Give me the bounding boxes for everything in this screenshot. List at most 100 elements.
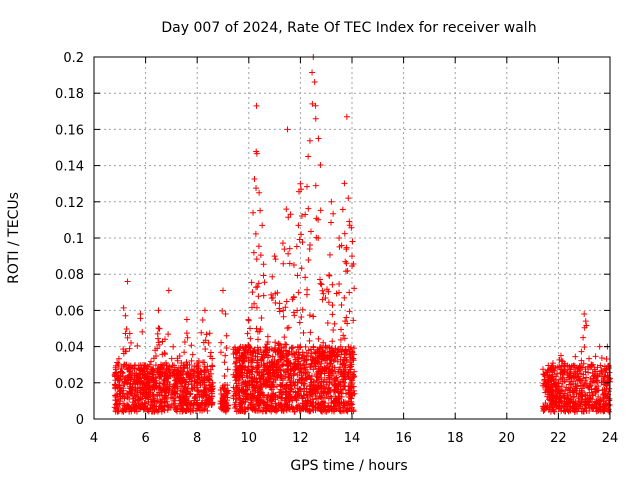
data-point <box>326 344 333 351</box>
x-axis-label: GPS time / hours <box>290 458 407 474</box>
data-point <box>549 371 556 378</box>
data-point <box>553 402 560 409</box>
data-point <box>286 260 293 267</box>
data-point <box>165 287 172 294</box>
data-point <box>115 363 122 370</box>
data-point <box>264 333 271 340</box>
data-point <box>336 235 343 241</box>
x-tick-label: 16 <box>395 431 412 446</box>
data-point <box>151 398 158 405</box>
data-point <box>540 405 547 412</box>
data-point <box>134 397 141 404</box>
data-point <box>581 400 588 407</box>
data-point <box>202 404 209 411</box>
data-point <box>302 366 309 373</box>
data-point <box>343 244 350 251</box>
data-point <box>335 370 342 377</box>
data-point <box>140 386 147 393</box>
data-point <box>269 364 276 371</box>
data-point <box>313 395 320 402</box>
data-point <box>598 379 605 386</box>
data-point <box>131 381 138 388</box>
data-point <box>251 407 258 414</box>
data-point <box>289 397 296 404</box>
data-point <box>329 338 336 345</box>
data-point <box>603 382 610 389</box>
y-tick-label: 0.06 <box>55 304 84 319</box>
data-point <box>347 361 354 368</box>
y-tick-label: 0.02 <box>55 377 84 392</box>
data-point <box>155 335 162 342</box>
data-point <box>156 399 163 406</box>
data-point <box>253 284 260 291</box>
data-point <box>577 401 584 408</box>
data-point <box>198 329 205 336</box>
data-point <box>282 341 289 348</box>
data-point <box>318 407 325 414</box>
data-point <box>310 313 317 320</box>
data-point <box>310 407 317 414</box>
data-point <box>268 295 275 302</box>
data-point <box>606 396 613 403</box>
data-point <box>269 353 276 360</box>
data-point <box>320 290 327 297</box>
data-point <box>293 243 300 250</box>
data-point <box>217 387 224 394</box>
data-point <box>143 365 150 372</box>
data-point <box>117 398 124 405</box>
data-point <box>338 408 345 415</box>
data-point <box>257 388 264 395</box>
data-point <box>221 359 228 366</box>
data-point <box>259 222 266 229</box>
data-point <box>312 350 319 357</box>
data-point <box>245 316 252 323</box>
data-point <box>343 268 350 275</box>
data-point <box>290 309 297 316</box>
data-point <box>305 205 312 212</box>
data-point <box>327 369 334 376</box>
data-point <box>258 315 265 322</box>
data-point <box>161 370 168 377</box>
data-point <box>300 329 307 336</box>
data-point <box>164 378 171 385</box>
data-point <box>546 372 553 379</box>
data-point <box>337 356 344 363</box>
data-point <box>582 318 589 325</box>
data-point <box>124 394 131 401</box>
data-point <box>144 394 151 401</box>
data-point <box>329 281 336 288</box>
data-point <box>305 373 312 380</box>
data-point <box>244 391 251 398</box>
data-point <box>272 256 279 263</box>
data-point <box>324 362 331 369</box>
data-point <box>579 408 586 415</box>
data-point <box>290 261 297 268</box>
data-point <box>297 407 304 414</box>
data-point <box>202 400 209 407</box>
data-point <box>292 394 299 401</box>
data-point <box>321 367 328 374</box>
data-point <box>345 405 352 412</box>
data-point <box>196 404 203 411</box>
data-point <box>114 359 121 366</box>
data-point <box>554 364 561 371</box>
data-point <box>163 365 170 372</box>
data-point <box>306 383 313 390</box>
data-point <box>545 396 552 403</box>
data-point <box>223 388 230 395</box>
data-point <box>141 381 148 388</box>
data-point <box>346 308 353 315</box>
data-point <box>320 379 327 386</box>
data-point <box>234 349 241 356</box>
data-point <box>181 349 188 356</box>
data-point <box>161 350 168 357</box>
data-point <box>149 366 156 373</box>
data-point <box>186 374 193 381</box>
data-point <box>251 300 258 307</box>
data-point <box>320 353 327 360</box>
data-point <box>341 180 348 187</box>
data-point <box>204 363 211 370</box>
data-point <box>550 376 557 383</box>
data-point <box>224 366 231 373</box>
data-point <box>578 393 585 400</box>
